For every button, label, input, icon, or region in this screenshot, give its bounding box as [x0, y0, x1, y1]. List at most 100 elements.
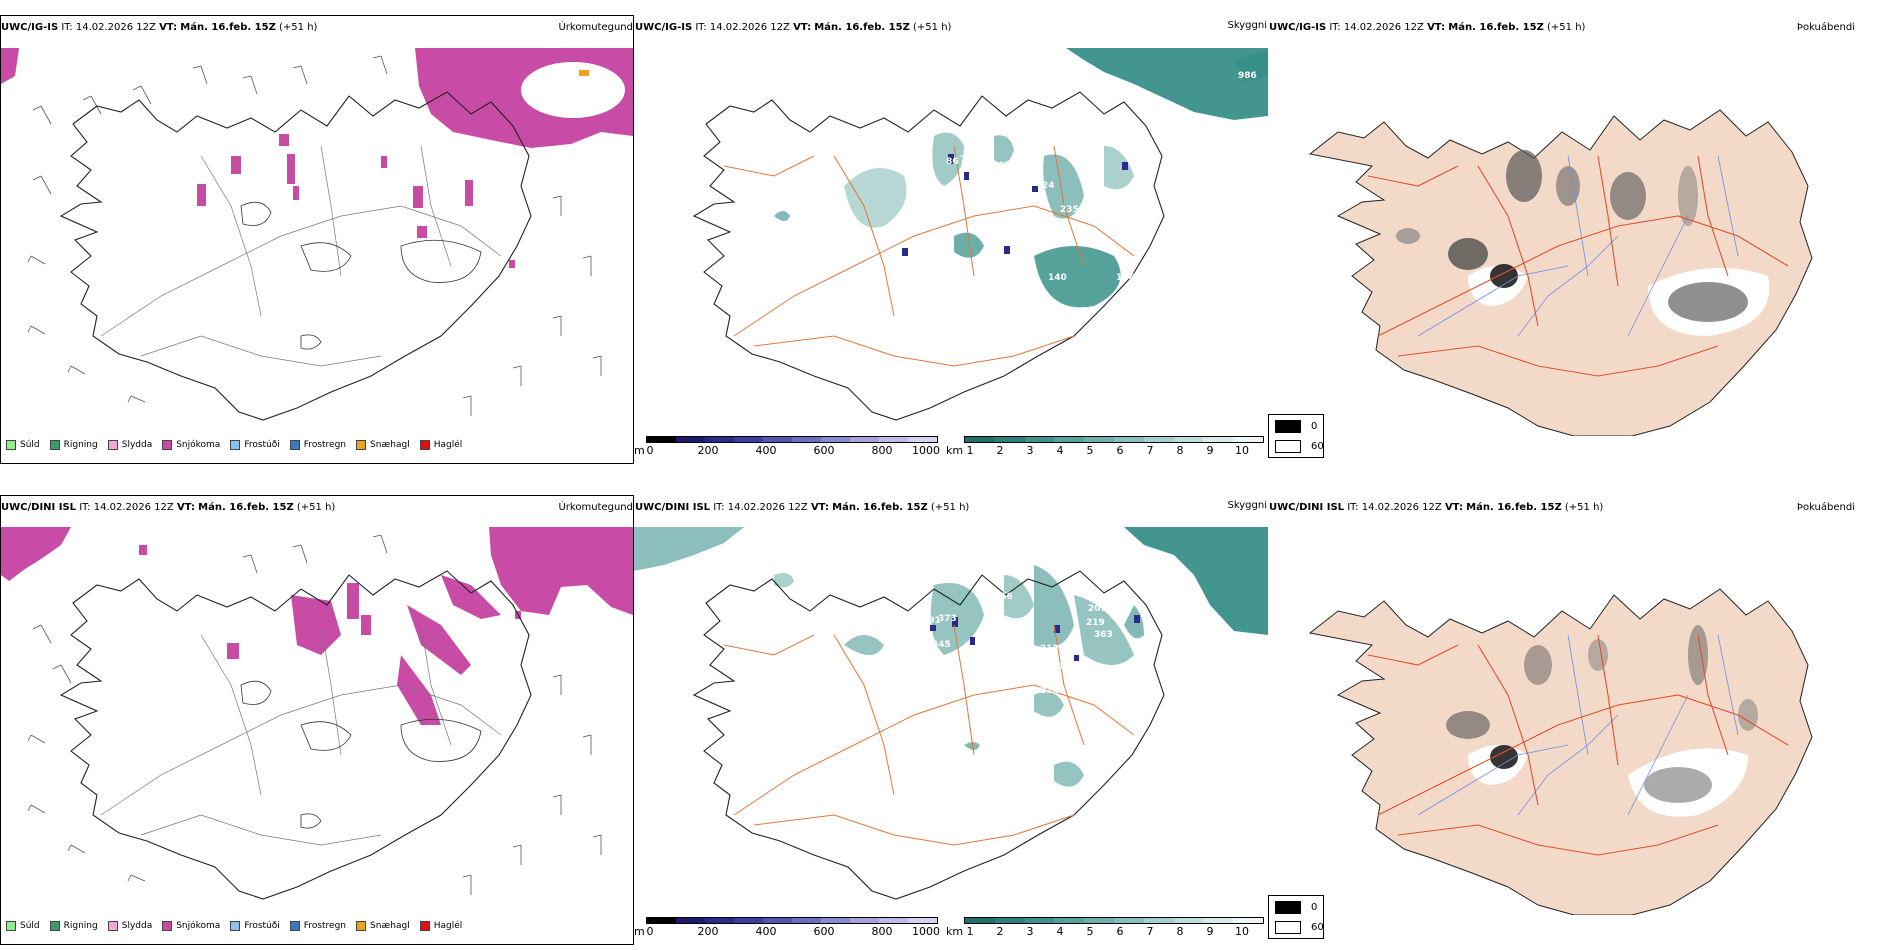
- lead-time: (+51 h): [913, 22, 952, 33]
- colorbar-tick: 600: [813, 925, 835, 938]
- lead-time: (+51 h): [279, 22, 318, 33]
- rivers: [1417, 155, 1739, 337]
- fog-legend-label: 60: [1311, 441, 1324, 452]
- visibility-label: 214: [1040, 686, 1059, 696]
- colorbar-tick: 3: [1026, 444, 1034, 457]
- field-name: Þokuábendi: [1796, 502, 1855, 513]
- visibility-label: 77: [960, 155, 973, 165]
- iceland-land: [1308, 588, 1813, 915]
- glaciers: [240, 201, 482, 350]
- iceland-map: [1, 48, 633, 421]
- legend-label: Slydda: [121, 921, 153, 931]
- colorbar-tick: 4: [1056, 925, 1064, 938]
- field-name: Skyggni: [1227, 20, 1267, 31]
- colorbar-tick: 2: [996, 444, 1004, 457]
- legend-label: Snjókoma: [176, 921, 221, 931]
- field-name: Úrkomutegund: [558, 502, 633, 513]
- visibility-label: 970: [1170, 111, 1189, 121]
- fog-areas: [1396, 150, 1770, 336]
- legend-swatch: [230, 921, 241, 931]
- panel-visibility-ig: UWC/IG-IS IT: 14.02.2026 12Z VT: Mán. 16…: [634, 12, 1268, 464]
- colorbar-tick: 3: [1026, 925, 1034, 938]
- legend-item: Frostúði: [230, 440, 280, 450]
- colorbar-tick: 1: [966, 444, 974, 457]
- legend-swatch: [162, 921, 173, 931]
- model-name: UWC/IG-IS: [635, 22, 693, 33]
- vt-label: VT:: [176, 502, 195, 513]
- panel-fog-ig: UWC/IG-IS IT: 14.02.2026 12Z VT: Mán. 16…: [1268, 12, 1900, 464]
- vt-label: VT:: [1427, 22, 1446, 33]
- legend-swatch: [419, 440, 430, 450]
- init-time: 14.02.2026 12Z: [727, 502, 808, 513]
- fog-legend-label: 0: [1311, 421, 1318, 432]
- model-name: UWC/DINI ISL: [635, 502, 711, 513]
- panel-precip-ig: UWC/IG-IS IT: 14.02.2026 12Z VT: Mán. 16…: [0, 12, 634, 464]
- vt-label: VT:: [1444, 502, 1463, 513]
- colorbar-tick: 0: [646, 925, 654, 938]
- iceland-outline: [59, 91, 532, 421]
- legend-item: Frostregn: [289, 440, 346, 450]
- iceland-map: [1308, 588, 1813, 915]
- visibility-label: 986: [1238, 71, 1257, 81]
- visibility-label: 451: [1058, 662, 1077, 672]
- fog-legend-row: 60: [1275, 440, 1324, 453]
- init-time: 14.02.2026 12Z: [1343, 22, 1424, 33]
- valid-time: Mán. 16.feb. 15Z: [832, 502, 928, 513]
- it-label: IT:: [79, 502, 91, 513]
- visibility-label: 366: [994, 592, 1013, 602]
- colorbar-unit: km: [946, 925, 964, 938]
- visibility-label: 24: [1042, 181, 1055, 191]
- colorbar-unit: m: [634, 444, 645, 457]
- fog-legend-swatch: [1275, 420, 1301, 433]
- it-label: IT:: [695, 22, 707, 33]
- fog-legend-swatch: [1275, 921, 1301, 934]
- lead-time: (+51 h): [296, 502, 336, 513]
- valid-time: Mán. 16.feb. 15Z: [1466, 502, 1562, 513]
- valid-time: Mán. 16.feb. 15Z: [814, 22, 910, 33]
- roads: [1367, 634, 1789, 856]
- legend-swatch: [162, 440, 173, 450]
- colorbar-tick: 400: [755, 444, 777, 457]
- roads: [100, 145, 502, 367]
- colorbar-strip: [964, 436, 1264, 443]
- colorbar-tick: 6: [1116, 444, 1124, 457]
- legend-label: Snæhagl: [370, 921, 410, 931]
- it-label: IT:: [1329, 22, 1341, 33]
- fog-legend: 0 60: [1268, 895, 1324, 939]
- legend-label: Frostúði: [244, 440, 280, 450]
- visibility-label: 166: [1116, 273, 1135, 283]
- legend-label: Snjókoma: [176, 440, 221, 450]
- colorbar-tick: 800: [871, 444, 893, 457]
- fog-legend-label: 60: [1311, 922, 1324, 933]
- low-cloud-spots: [930, 615, 1140, 661]
- rivers: [1417, 634, 1739, 816]
- legend-swatch: [6, 921, 16, 931]
- init-time: 14.02.2026 12Z: [75, 22, 156, 33]
- it-label: IT:: [1347, 502, 1359, 513]
- colorbar-tick: 0: [646, 444, 654, 457]
- legend-label: Haglél: [433, 921, 463, 931]
- panel-header: UWC/IG-IS IT: 14.02.2026 12Z VT: Mán. 16…: [0, 20, 634, 36]
- panel-header: UWC/IG-IS IT: 14.02.2026 12Z VT: Mán. 16…: [1268, 20, 1856, 36]
- visibility-label: 267: [1046, 225, 1065, 235]
- iceland-map: 391 373 345 366 209 219 363 212 451 214 …: [634, 527, 1268, 900]
- panel-visibility-dini: UWC/DINI ISL IT: 14.02.2026 12Z VT: Mán.…: [634, 493, 1268, 945]
- legend-item: Frostregn: [289, 921, 346, 931]
- colorbar-strip: [646, 436, 938, 443]
- legend-label: Súld: [20, 921, 40, 931]
- colorbar-tick: 200: [697, 444, 719, 457]
- valid-time: Mán. 16.feb. 15Z: [180, 22, 276, 33]
- roads: [723, 145, 1135, 367]
- snow-gap: [521, 62, 625, 118]
- fog-legend-swatch: [1275, 901, 1301, 914]
- low-cloud-spots: [902, 154, 1128, 256]
- vt-label: VT:: [159, 22, 178, 33]
- legend-swatch: [6, 440, 16, 450]
- colorbar-tick: 1000: [912, 925, 940, 938]
- cloud-base-colorbar: m 0 200 400 600 800 1000: [634, 917, 944, 945]
- colorbar-unit: km: [946, 444, 964, 457]
- glaciers: [240, 680, 482, 829]
- visibility-label: 212: [1040, 644, 1059, 654]
- colorbar-tick: 2: [996, 925, 1004, 938]
- visibility-label: 140: [1048, 273, 1067, 283]
